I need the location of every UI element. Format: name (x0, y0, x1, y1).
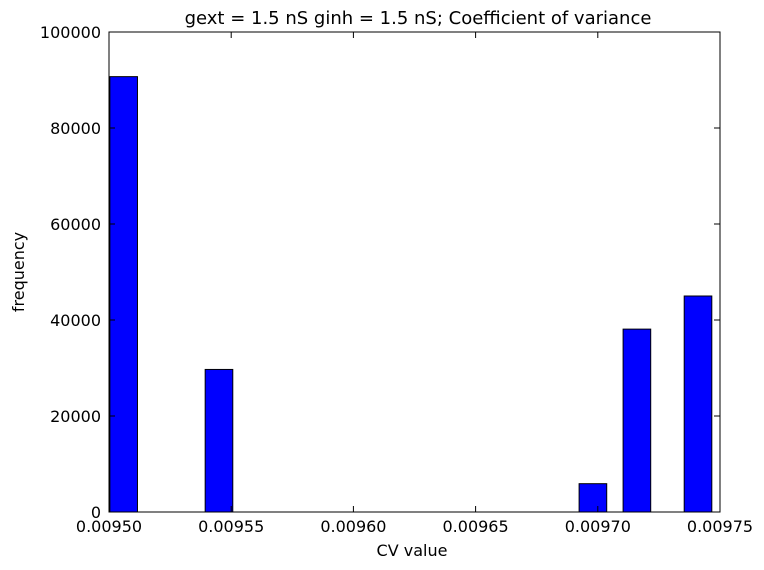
y-tick-label-3: 60000 (50, 215, 101, 234)
bar-4 (683, 295, 713, 513)
bar-1 (204, 368, 234, 513)
bar-0 (109, 76, 138, 513)
y-tick-label-5: 100000 (40, 23, 101, 42)
x-tick-label-0: 0.00950 (76, 517, 142, 536)
x-tick-label-5: 0.00975 (687, 517, 753, 536)
x-tick-label-2: 0.00960 (320, 517, 386, 536)
y-tick-label-2: 40000 (50, 311, 101, 330)
ticks-group: 0.00950 0.00955 0.00960 0.00965 0.00970 0.009… (40, 23, 753, 536)
x-tick-label-4: 0.00970 (565, 517, 631, 536)
y-tick-label-4: 80000 (50, 119, 101, 138)
bars-group (109, 76, 713, 513)
x-tick-label-3: 0.00965 (443, 517, 509, 536)
y-tick-label-1: 20000 (50, 407, 101, 426)
y-axis-label: frequency (9, 232, 28, 312)
bar-3 (622, 328, 652, 513)
x-axis-label: CV value (377, 541, 448, 560)
chart-title: gext = 1.5 nS ginh = 1.5 nS; Coefficient… (185, 8, 652, 29)
y-tick-label-0: 0 (91, 503, 101, 522)
plot-frame (108, 31, 721, 513)
x-tick-label-1: 0.00955 (198, 517, 264, 536)
bar-2 (578, 483, 608, 513)
